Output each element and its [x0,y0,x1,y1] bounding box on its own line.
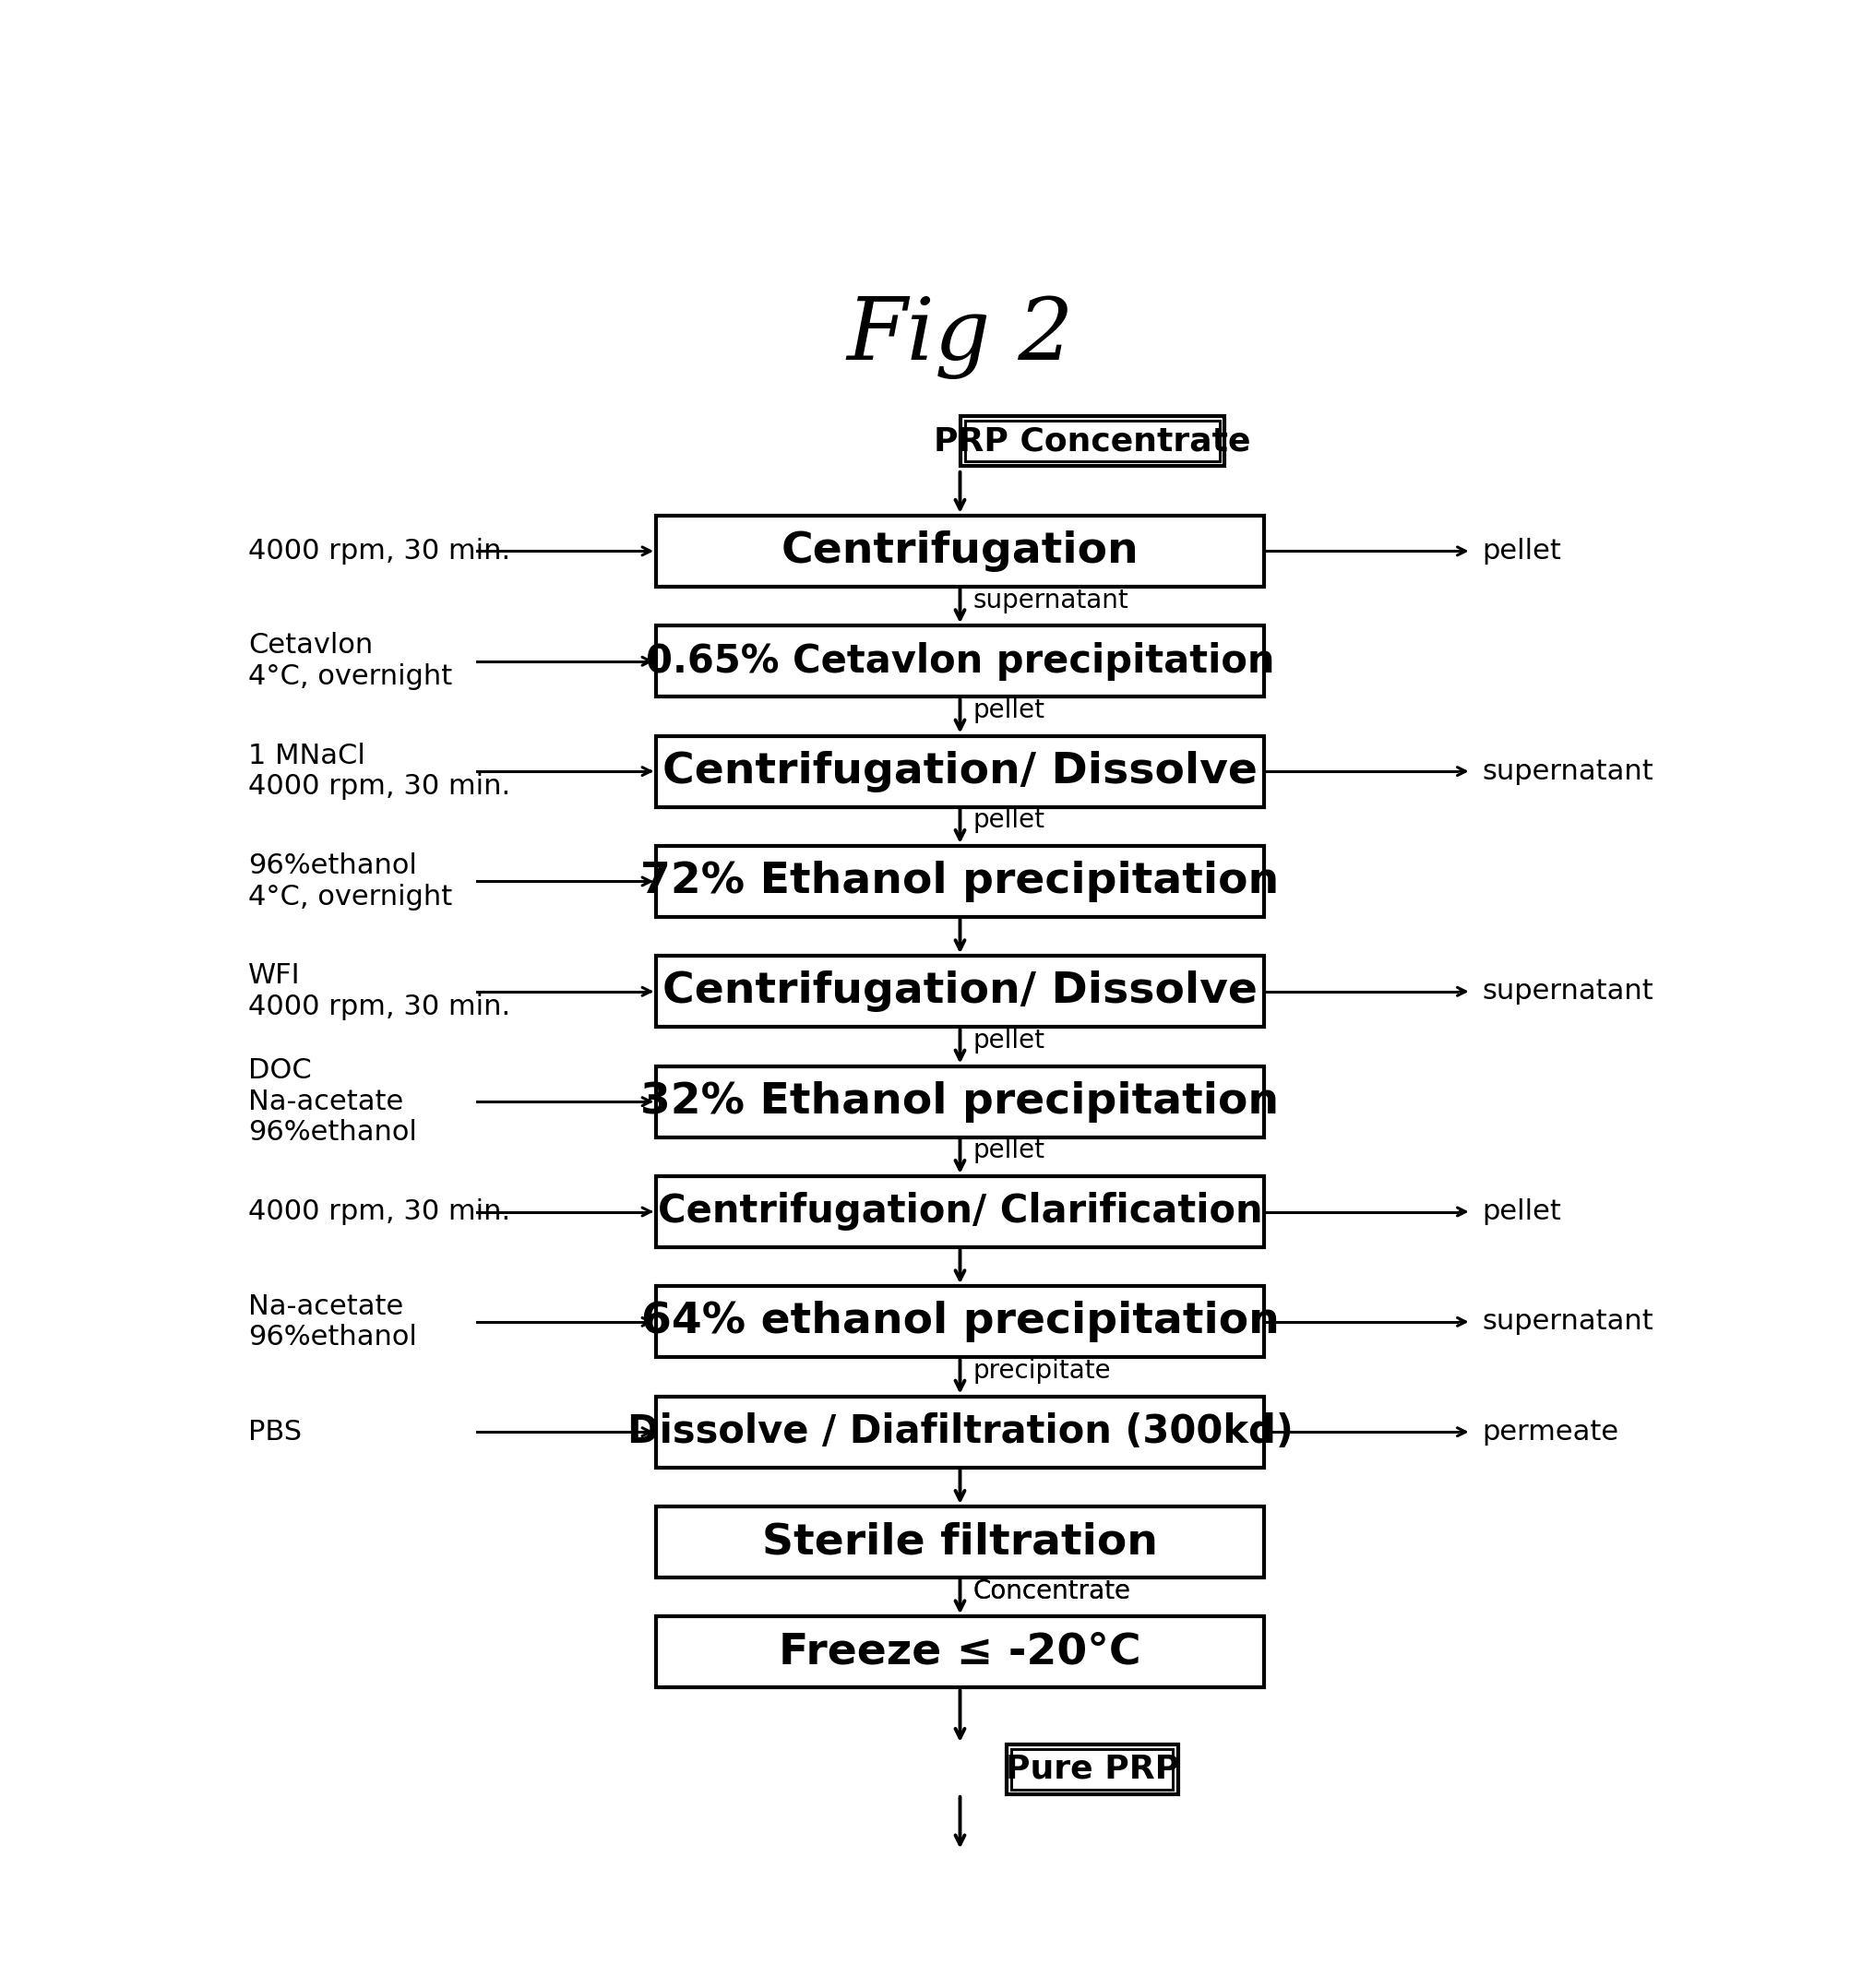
Text: pellet: pellet [972,1137,1045,1163]
Bar [656,1286,1262,1358]
Bar [656,736,1262,807]
Bar [656,1507,1262,1578]
Text: Fig 2: Fig 2 [847,296,1073,380]
Text: 0.65% Cetavlon precipitation: 0.65% Cetavlon precipitation [646,642,1274,680]
Text: 4000 rpm, 30 min.: 4000 rpm, 30 min. [249,537,511,565]
Text: WFI
4000 rpm, 30 min.: WFI 4000 rpm, 30 min. [249,962,511,1020]
Text: 4000 rpm, 30 min.: 4000 rpm, 30 min. [249,1199,511,1225]
Text: pellet: pellet [1482,1199,1560,1225]
Text: Cetavlon
4°C, overnight: Cetavlon 4°C, overnight [249,632,453,690]
Text: Centrifugation/ Clarification: Centrifugation/ Clarification [657,1193,1262,1231]
Bar [656,1177,1262,1246]
Text: permeate: permeate [1482,1419,1618,1445]
Text: supernatant: supernatant [1482,757,1652,785]
Text: 64% ethanol precipitation: 64% ethanol precipitation [641,1300,1279,1342]
Text: supernatant: supernatant [972,586,1128,612]
Text: Sterile filtration: Sterile filtration [762,1521,1158,1563]
Bar [1006,1743,1178,1795]
Bar [656,956,1262,1028]
Text: 72% Ethanol precipitation: 72% Ethanol precipitation [641,861,1279,903]
Bar [1011,1749,1172,1789]
Text: Concentrate: Concentrate [972,1578,1129,1604]
Text: 96%ethanol
4°C, overnight: 96%ethanol 4°C, overnight [249,853,453,911]
Text: 1 MNaCl
4000 rpm, 30 min.: 1 MNaCl 4000 rpm, 30 min. [249,742,511,801]
Text: Centrifugation: Centrifugation [781,531,1139,573]
Text: supernatant: supernatant [1482,1308,1652,1336]
Bar [656,1396,1262,1467]
Text: PRP Concentrate: PRP Concentrate [933,425,1249,457]
Bar [965,421,1219,461]
Bar [656,845,1262,916]
Text: Centrifugation/ Dissolve: Centrifugation/ Dissolve [663,970,1257,1012]
Text: pellet: pellet [1482,537,1560,565]
Text: DOC
Na-acetate
96%ethanol: DOC Na-acetate 96%ethanol [249,1058,418,1145]
Text: pellet: pellet [972,698,1045,724]
Bar [959,415,1223,465]
Bar [656,1616,1262,1688]
Text: Dissolve / Diafiltration (300kd): Dissolve / Diafiltration (300kd) [627,1413,1292,1451]
Text: precipitate: precipitate [972,1358,1111,1384]
Bar [656,1066,1262,1137]
Bar [656,515,1262,586]
Text: Concentrate: Concentrate [972,1578,1129,1604]
Text: pellet: pellet [972,807,1045,833]
Text: Centrifugation/ Dissolve: Centrifugation/ Dissolve [663,751,1257,791]
Text: 32% Ethanol precipitation: 32% Ethanol precipitation [641,1081,1279,1123]
Text: Freeze ≤ -20°C: Freeze ≤ -20°C [779,1632,1141,1672]
Text: Na-acetate
96%ethanol: Na-acetate 96%ethanol [249,1292,418,1350]
Bar [656,626,1262,696]
Text: Pure PRP: Pure PRP [1006,1753,1178,1785]
Text: supernatant: supernatant [1482,978,1652,1004]
Text: PBS: PBS [249,1419,302,1445]
Text: pellet: pellet [972,1028,1045,1054]
